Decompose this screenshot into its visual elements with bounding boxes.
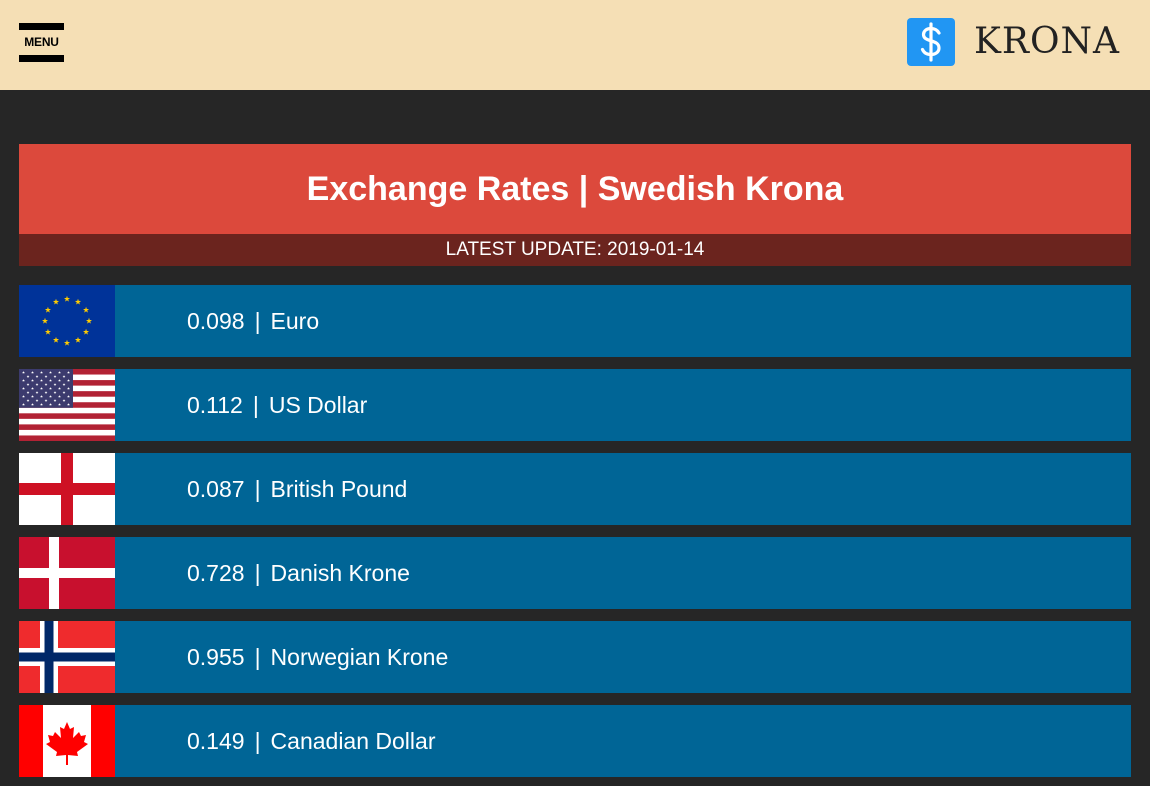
- rate-row-us-dollar[interactable]: 0.112 | US Dollar: [19, 369, 1131, 441]
- rate-text: 0.955 | Norwegian Krone: [187, 643, 449, 670]
- rate-text: 0.728 | Danish Krone: [187, 559, 410, 586]
- rate-text: 0.087 | British Pound: [187, 475, 408, 502]
- denmark-flag-icon: [19, 537, 115, 609]
- currency-name: Euro: [270, 307, 320, 334]
- latest-update: LATEST UPDATE: 2019-01-14: [19, 234, 1131, 266]
- eu-flag-icon: [19, 285, 115, 357]
- rate-row-danish-krone[interactable]: 0.728 | Danish Krone: [19, 537, 1131, 609]
- currency-name: Danish Krone: [270, 559, 410, 586]
- rate-text: 0.098 | Euro: [187, 307, 320, 334]
- brand-name: KRONA: [973, 21, 1120, 62]
- canada-flag-icon: [19, 705, 115, 777]
- menu-bar-bottom: [19, 55, 64, 62]
- currency-name: Norwegian Krone: [270, 643, 449, 670]
- us-flag-icon: [19, 369, 115, 441]
- rate-text: 0.149 | Canadian Dollar: [187, 727, 436, 754]
- brand-logo[interactable]: KRONA: [906, 18, 1120, 66]
- rate-value: 0.955: [187, 643, 245, 670]
- rate-value: 0.112: [187, 391, 243, 418]
- rate-row-canadian-dollar[interactable]: 0.149 | Canadian Dollar: [19, 705, 1131, 777]
- rate-value: 0.149: [187, 727, 245, 754]
- page-title: Exchange Rates | Swedish Krona: [306, 169, 844, 208]
- currency-name: Canadian Dollar: [270, 727, 436, 754]
- menu-bar-top: [19, 23, 64, 30]
- rate-row-norwegian-krone[interactable]: 0.955 | Norwegian Krone: [19, 621, 1131, 693]
- menu-button[interactable]: MENU: [19, 23, 64, 62]
- rate-row-euro[interactable]: 0.098 | Euro: [19, 285, 1131, 357]
- rate-row-british-pound[interactable]: 0.087 | British Pound: [19, 453, 1131, 525]
- dollar-icon: [906, 18, 955, 66]
- menu-label: MENU: [24, 35, 59, 49]
- currency-name: British Pound: [270, 475, 408, 502]
- title-panel: Exchange Rates | Swedish Krona: [19, 144, 1131, 234]
- rate-text: 0.112 | US Dollar: [187, 391, 368, 418]
- top-bar: MENU KRONA: [0, 0, 1150, 90]
- norway-flag-icon: [19, 621, 115, 693]
- rate-value: 0.087: [187, 475, 245, 502]
- england-flag-icon: [19, 453, 115, 525]
- rate-value: 0.728: [187, 559, 245, 586]
- currency-name: US Dollar: [268, 391, 368, 418]
- rate-value: 0.098: [187, 307, 245, 334]
